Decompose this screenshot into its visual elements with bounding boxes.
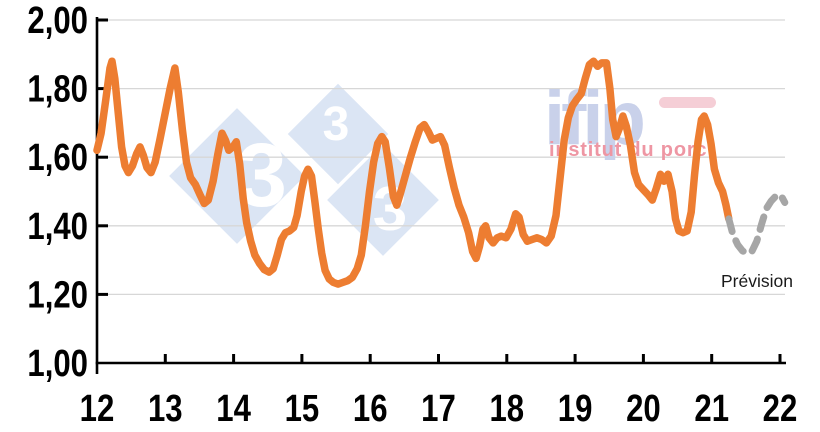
x-tick-label: 19 — [558, 388, 593, 430]
x-tick-label: 15 — [285, 388, 320, 430]
watermark-diamond — [287, 83, 389, 185]
axes — [95, 17, 786, 374]
x-tick-label: 21 — [694, 388, 729, 430]
x-tick-label: 17 — [421, 388, 456, 430]
price-line-historical — [93, 57, 733, 288]
x-tick-label: 14 — [216, 388, 251, 430]
x-tick-label: 22 — [763, 388, 798, 430]
y-tick-label: 1,40 — [27, 206, 88, 248]
ifip-logo-dash — [659, 97, 716, 108]
x-tick-label: 16 — [353, 388, 388, 430]
x-tick-label: 20 — [626, 388, 661, 430]
y-tick-label: 1,00 — [27, 343, 88, 385]
price-line-forecast — [725, 191, 789, 257]
y-tick-label: 1,60 — [27, 137, 88, 179]
forecast-annotation-label: Prévision — [721, 271, 793, 291]
watermark-digit: 3 — [323, 98, 350, 151]
x-tick-label: 13 — [148, 388, 183, 430]
y-tick-label: 2,00 — [27, 0, 88, 42]
x-tick-label: 12 — [80, 388, 115, 430]
y-tick-label: 1,80 — [27, 69, 88, 111]
y-tick-label: 1,20 — [27, 275, 88, 317]
axis-tick-labels: 1,00 1,20 1,40 1,60 1,80 2,00 12 13 14 15 16 17 18 19… — [27, 0, 797, 430]
gridlines — [97, 19, 785, 296]
x-tick-label: 18 — [489, 388, 524, 430]
